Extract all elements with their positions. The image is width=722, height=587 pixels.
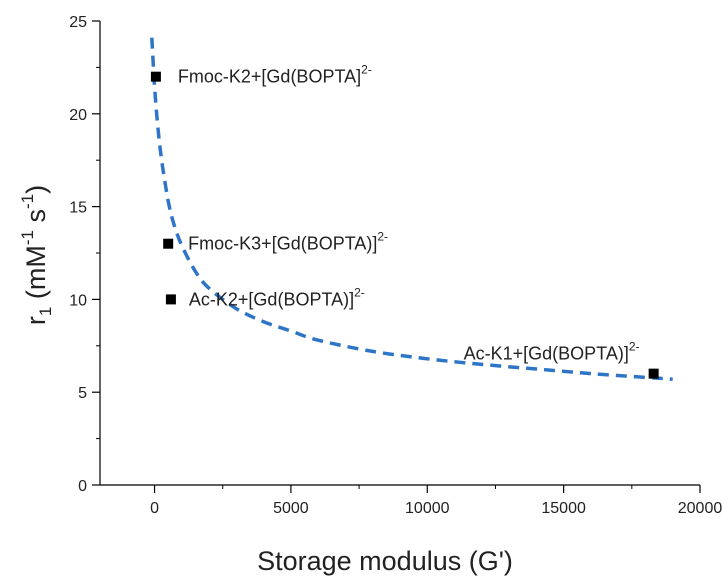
x-axis-title: Storage modulus (G'): [257, 546, 513, 576]
data-point: [648, 368, 659, 379]
y-axis-title: r1 (mM-1 s-1): [18, 185, 55, 325]
y-axis: 0 5 10 15 20 25: [69, 14, 101, 495]
fit-curve: [150, 37, 673, 381]
data-point-label-text: Fmoc-K2+[Gd(BOPTA]: [178, 67, 361, 87]
data-point: [163, 238, 174, 249]
y-tick-label: 25: [69, 14, 87, 31]
data-point-label-superscript: 2-: [377, 230, 388, 244]
y-tick-label: 5: [78, 385, 87, 402]
data-point-label-superscript: 2-: [354, 285, 365, 299]
x-tick-label: 10000: [405, 500, 450, 517]
data-point-label-text: Fmoc-K3+[Gd(BOPTA)]: [188, 234, 377, 254]
y-tick-label: 10: [69, 292, 87, 309]
point-labels-layer: Fmoc-K2+[Gd(BOPTA]2-Fmoc-K3+[Gd(BOPTA)]2…: [178, 63, 640, 364]
y-axis-title-sup1: -1: [18, 230, 37, 245]
data-point-label-text: Ac-K1+[Gd(BOPTA)]: [464, 344, 629, 364]
y-axis-title-sup2: -1: [18, 194, 37, 209]
data-point: [165, 294, 176, 305]
x-tick-label: 5000: [273, 500, 309, 517]
x-tick-label: 20000: [678, 500, 722, 517]
y-tick-label: 0: [78, 478, 87, 495]
y-tick-label: 15: [69, 200, 87, 217]
data-point: [150, 71, 161, 82]
y-axis-title-part3: ): [21, 185, 51, 194]
data-point-label-superscript: 2-: [629, 340, 640, 354]
data-point-label-superscript: 2-: [361, 63, 372, 77]
data-point-label: Fmoc-K3+[Gd(BOPTA)]2-: [188, 230, 388, 254]
y-axis-title-subscript: 1: [36, 307, 55, 316]
y-axis-title-part2: s: [21, 209, 51, 230]
y-tick-label: 20: [69, 107, 87, 124]
data-point-label-text: Ac-K2+[Gd(BOPTA)]: [189, 289, 354, 309]
x-tick-label: 0: [150, 500, 159, 517]
data-point-label: Ac-K2+[Gd(BOPTA)]2-: [189, 285, 365, 309]
x-axis: 0 5000 10000 15000 20000: [100, 484, 722, 517]
data-point-label: Fmoc-K2+[Gd(BOPTA]2-: [178, 63, 372, 87]
data-point-label: Ac-K1+[Gd(BOPTA)]2-: [464, 340, 640, 364]
data-points-layer: [150, 71, 659, 379]
y-axis-title-part1: (mM: [21, 245, 51, 306]
y-axis-title-main: r: [21, 316, 51, 325]
fit-curve-layer: [150, 37, 673, 381]
x-tick-label: 15000: [541, 500, 586, 517]
